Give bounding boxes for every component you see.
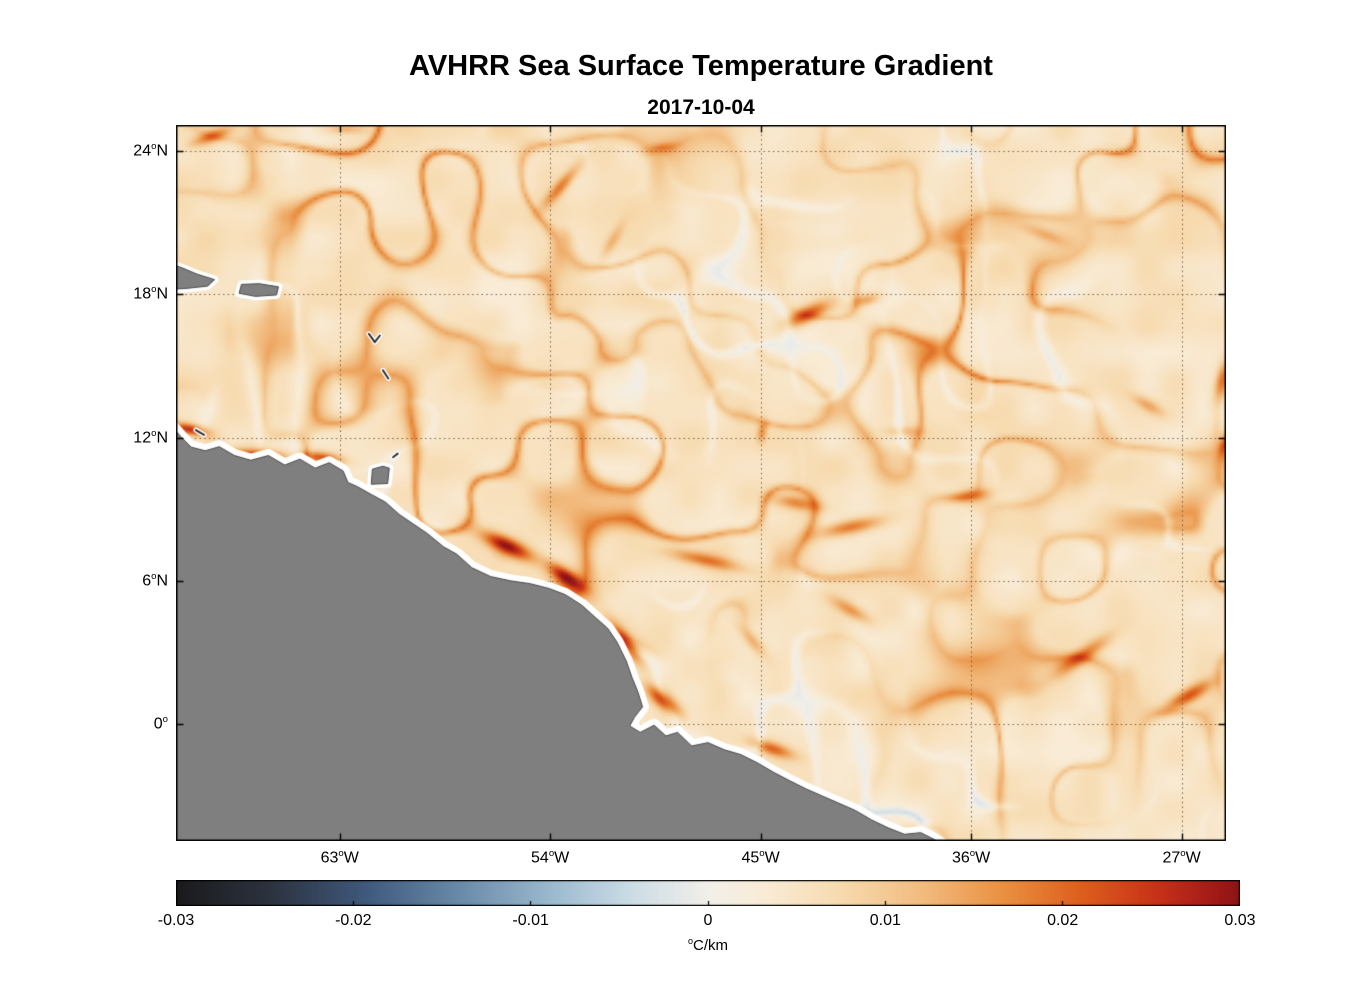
- sst-map-canvas: [176, 125, 1226, 841]
- chart-subtitle: 2017-10-04: [647, 96, 755, 119]
- y-tick-label: 6oN: [142, 570, 168, 590]
- y-tick-label: 12oN: [133, 427, 168, 446]
- x-tick-label: 63oW: [320, 848, 359, 867]
- y-tick-label: 0o: [153, 714, 168, 733]
- colorbar-tick-label: 0: [703, 912, 713, 929]
- x-tick-label: 36oW: [951, 848, 991, 867]
- colorbar-canvas: [176, 880, 1240, 906]
- colorbar-tick-label: -0.02: [335, 912, 372, 929]
- colorbar-tick-label: 0.03: [1224, 912, 1256, 929]
- y-tick-label: 18oN: [133, 284, 168, 303]
- colorbar-tick-label: 0.02: [1047, 912, 1079, 929]
- colorbar-tick-label: -0.01: [512, 912, 549, 929]
- colorbar: [176, 880, 1240, 906]
- colorbar-tick-label: 0.01: [869, 912, 901, 929]
- map-plot-area: [176, 125, 1226, 841]
- colorbar-tick-label: -0.03: [157, 912, 195, 929]
- x-tick-label: 54oW: [531, 848, 570, 867]
- x-tick-label: 27oW: [1162, 848, 1201, 867]
- y-tick-label: 24oN: [133, 141, 168, 160]
- x-tick-label: 45oW: [741, 848, 780, 867]
- colorbar-unit-label: oC/km: [687, 936, 728, 954]
- chart-title: AVHRR Sea Surface Temperature Gradient: [409, 50, 993, 82]
